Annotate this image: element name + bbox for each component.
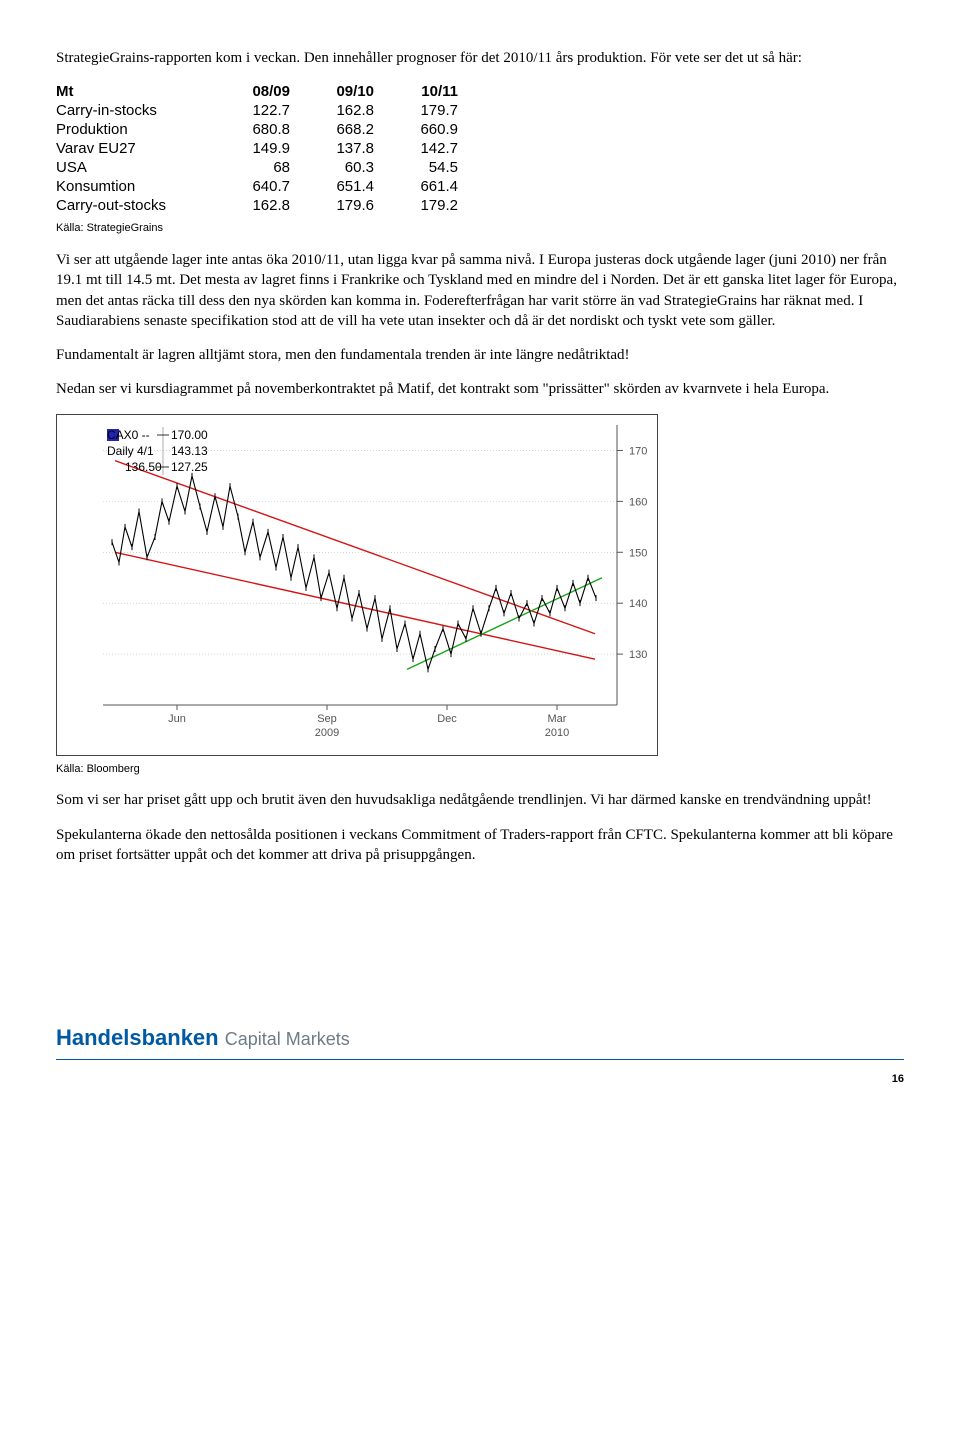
brand-unit: Capital Markets [225, 1029, 350, 1049]
cell-value: 668.2 [296, 120, 380, 139]
table-row: Carry-out-stocks162.8179.6179.2 [56, 196, 464, 215]
table-row: Carry-in-stocks122.7162.8179.7 [56, 101, 464, 120]
row-label: Varav EU27 [56, 139, 212, 158]
cell-value: 54.5 [380, 158, 464, 177]
row-label: Produktion [56, 120, 212, 139]
table-row: USA6860.354.5 [56, 158, 464, 177]
cell-value: 179.2 [380, 196, 464, 215]
para-fundamental-trend: Fundamentalt är lagren alltjämt stora, m… [56, 345, 904, 365]
cell-value: 640.7 [212, 177, 296, 196]
svg-text:140: 140 [629, 598, 647, 610]
para-chart-intro: Nedan ser vi kursdiagrammet på novemberk… [56, 379, 904, 399]
row-label: Carry-in-stocks [56, 101, 212, 120]
svg-text:CAX0 --: CAX0 -- [107, 428, 150, 442]
table-header-row: Mt 08/09 09/10 10/11 [56, 82, 464, 101]
page-footer: Handelsbanken Capital Markets 16 [56, 1025, 904, 1085]
svg-text:136.50: 136.50 [125, 460, 162, 474]
svg-text:Sep: Sep [317, 713, 337, 725]
wheat-forecast-table: Mt 08/09 09/10 10/11 Carry-in-stocks122.… [56, 82, 904, 215]
svg-text:160: 160 [629, 496, 647, 508]
cell-value: 179.7 [380, 101, 464, 120]
price-chart: 130 140 150 160 170 Jun Sep 2009 Dec Mar 2010 CAX0 … [56, 414, 656, 756]
svg-text:150: 150 [629, 547, 647, 559]
cell-value: 137.8 [296, 139, 380, 158]
svg-text:Mar: Mar [548, 713, 567, 725]
cell-value: 179.6 [296, 196, 380, 215]
svg-text:Jun: Jun [168, 713, 186, 725]
table-row: Produktion680.8668.2660.9 [56, 120, 464, 139]
para-breakout: Som vi ser har priset gått upp och bruti… [56, 790, 904, 810]
th-0910: 09/10 [296, 82, 380, 101]
table-source: Källa: StrategieGrains [56, 221, 904, 236]
svg-text:130: 130 [629, 649, 647, 661]
table-row: Konsumtion640.7651.4661.4 [56, 177, 464, 196]
row-label: USA [56, 158, 212, 177]
svg-text:127.25: 127.25 [171, 460, 208, 474]
th-1011: 10/11 [380, 82, 464, 101]
cell-value: 651.4 [296, 177, 380, 196]
cell-value: 142.7 [380, 139, 464, 158]
row-label: Carry-out-stocks [56, 196, 212, 215]
brand-name: Handelsbanken [56, 1025, 219, 1050]
cell-value: 60.3 [296, 158, 380, 177]
svg-text:143.13: 143.13 [171, 444, 208, 458]
svg-text:Dec: Dec [437, 713, 457, 725]
cell-value: 680.8 [212, 120, 296, 139]
table-row: Varav EU27149.9137.8142.7 [56, 139, 464, 158]
footer-rule [56, 1059, 904, 1060]
cell-value: 162.8 [212, 196, 296, 215]
cell-value: 122.7 [212, 101, 296, 120]
para-stocks-analysis: Vi ser att utgående lager inte antas öka… [56, 250, 904, 331]
svg-text:Daily 4/1: Daily 4/1 [107, 444, 154, 458]
cell-value: 661.4 [380, 177, 464, 196]
brand-logo: Handelsbanken Capital Markets [56, 1025, 904, 1051]
cell-value: 660.9 [380, 120, 464, 139]
th-0809: 08/09 [212, 82, 296, 101]
svg-text:170: 170 [629, 445, 647, 457]
svg-text:170.00: 170.00 [171, 428, 208, 442]
page-number: 16 [892, 1073, 904, 1085]
para-speculators: Spekulanterna ökade den nettosålda posit… [56, 825, 904, 866]
chart-source: Källa: Bloomberg [56, 762, 904, 777]
svg-text:2010: 2010 [545, 727, 569, 739]
intro-paragraph: StrategieGrains-rapporten kom i veckan. … [56, 48, 904, 68]
cell-value: 149.9 [212, 139, 296, 158]
cell-value: 162.8 [296, 101, 380, 120]
cell-value: 68 [212, 158, 296, 177]
th-label: Mt [56, 82, 212, 101]
svg-text:2009: 2009 [315, 727, 339, 739]
row-label: Konsumtion [56, 177, 212, 196]
